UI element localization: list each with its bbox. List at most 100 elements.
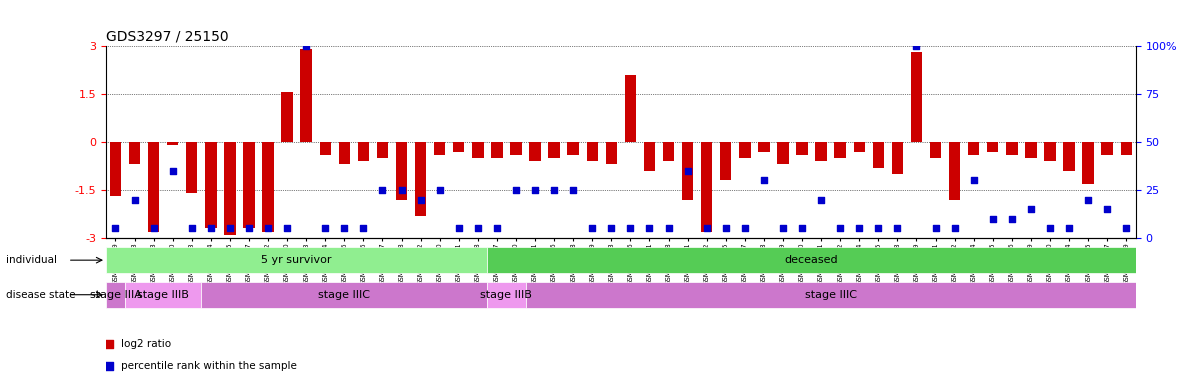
Bar	[262, 142, 274, 232]
Point	[145, 225, 164, 232]
Point	[1003, 216, 1022, 222]
Bar	[949, 142, 960, 200]
Bar	[1083, 142, 1093, 184]
Bar	[777, 142, 789, 164]
Bar	[644, 142, 656, 171]
FancyBboxPatch shape	[125, 282, 201, 308]
Point	[335, 225, 354, 232]
FancyBboxPatch shape	[525, 282, 1136, 308]
Bar	[739, 142, 751, 158]
Bar	[892, 142, 903, 174]
Point	[373, 187, 392, 193]
FancyBboxPatch shape	[487, 282, 525, 308]
Bar	[853, 142, 865, 152]
Point	[99, 363, 118, 369]
Bar	[453, 142, 465, 152]
Point	[315, 225, 334, 232]
Bar	[128, 142, 140, 164]
Text: stage IIIA: stage IIIA	[89, 290, 141, 300]
Bar	[148, 142, 159, 232]
Point	[850, 225, 869, 232]
Bar	[358, 142, 370, 161]
Bar	[377, 142, 388, 158]
Point	[1078, 197, 1097, 203]
Bar	[567, 142, 579, 155]
Point	[678, 168, 697, 174]
Point	[392, 187, 411, 193]
Bar	[530, 142, 540, 161]
Point	[659, 225, 678, 232]
Point	[259, 225, 278, 232]
Point	[125, 197, 144, 203]
Bar	[967, 142, 979, 155]
Bar	[758, 142, 770, 152]
Text: 5 yr survivor: 5 yr survivor	[261, 255, 332, 265]
Point	[1059, 225, 1078, 232]
Bar	[681, 142, 693, 200]
Bar	[186, 142, 198, 193]
Point	[1117, 225, 1136, 232]
Bar	[1025, 142, 1037, 158]
Bar	[109, 142, 121, 197]
Text: percentile rank within the sample: percentile rank within the sample	[120, 361, 297, 371]
Text: stage IIIB: stage IIIB	[480, 290, 532, 300]
FancyBboxPatch shape	[487, 247, 1136, 273]
Text: deceased: deceased	[785, 255, 838, 265]
Bar	[586, 142, 598, 161]
FancyBboxPatch shape	[201, 282, 487, 308]
Point	[736, 225, 754, 232]
Point	[182, 225, 201, 232]
Point	[945, 225, 964, 232]
Point	[717, 225, 736, 232]
Point	[583, 225, 601, 232]
Bar	[244, 142, 254, 228]
Point	[297, 43, 315, 49]
Bar	[1063, 142, 1075, 171]
Point	[773, 225, 792, 232]
Point	[545, 187, 564, 193]
Bar	[339, 142, 350, 164]
Bar	[834, 142, 846, 158]
Bar	[797, 142, 807, 155]
Point	[697, 225, 716, 232]
Bar	[395, 142, 407, 200]
Point	[869, 225, 887, 232]
Point	[106, 225, 125, 232]
Bar	[930, 142, 942, 158]
Point	[1040, 225, 1059, 232]
Bar	[224, 142, 235, 235]
Bar	[1121, 142, 1132, 155]
Point	[411, 197, 430, 203]
Bar	[816, 142, 827, 161]
Text: individual: individual	[6, 255, 56, 265]
Bar	[167, 142, 179, 145]
Text: GDS3297 / 25150: GDS3297 / 25150	[106, 30, 228, 43]
Point	[431, 187, 450, 193]
Point	[831, 225, 850, 232]
FancyBboxPatch shape	[106, 247, 487, 273]
Point	[526, 187, 545, 193]
Text: stage IIIB: stage IIIB	[138, 290, 189, 300]
Point	[201, 225, 220, 232]
Point	[926, 225, 945, 232]
Point	[601, 225, 620, 232]
FancyBboxPatch shape	[106, 282, 125, 308]
Point	[640, 225, 659, 232]
Point	[99, 341, 118, 347]
Bar	[434, 142, 445, 155]
Point	[887, 225, 906, 232]
Point	[450, 225, 468, 232]
Bar	[720, 142, 731, 180]
Bar	[1044, 142, 1056, 161]
Bar	[663, 142, 674, 161]
Bar	[872, 142, 884, 168]
Text: stage IIIC: stage IIIC	[318, 290, 371, 300]
Point	[278, 225, 297, 232]
Point	[564, 187, 583, 193]
Bar	[988, 142, 998, 152]
Point	[506, 187, 525, 193]
Bar	[1006, 142, 1018, 155]
Point	[220, 225, 239, 232]
Bar	[319, 142, 331, 155]
Bar	[281, 93, 293, 142]
